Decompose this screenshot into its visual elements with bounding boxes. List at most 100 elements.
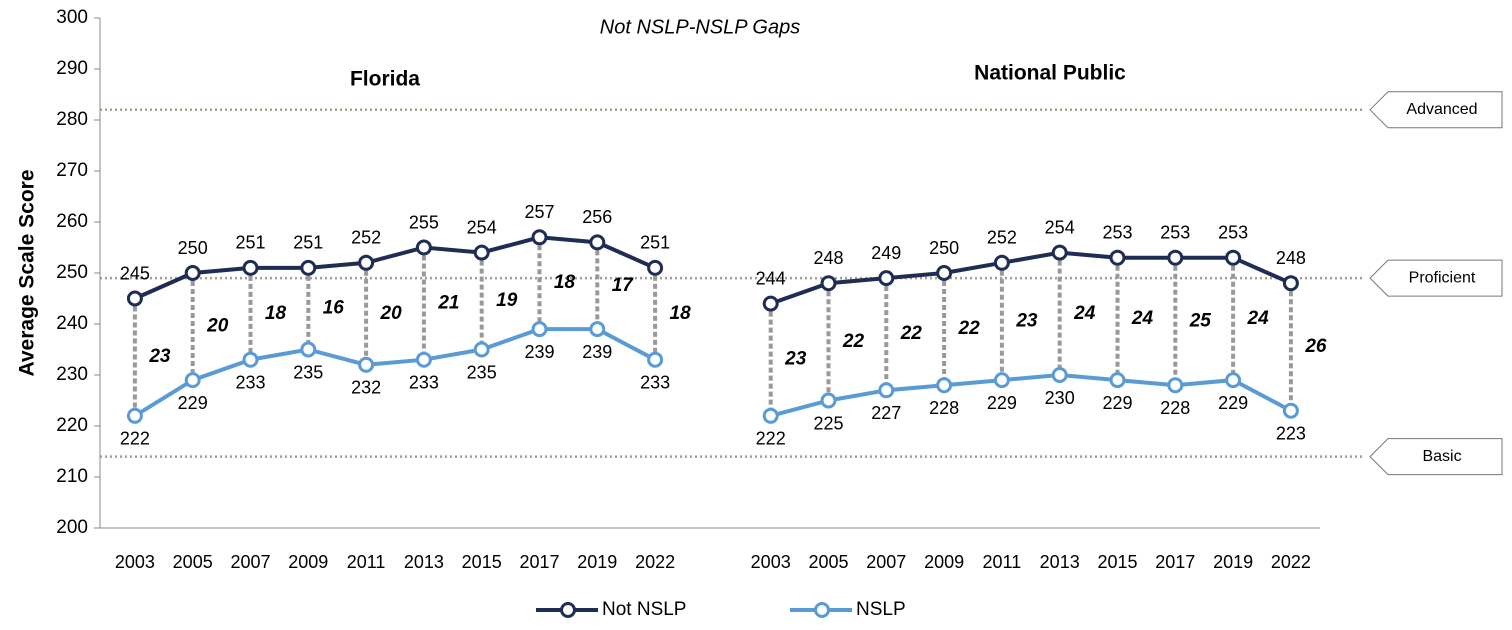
point bbox=[415, 351, 432, 368]
point bbox=[647, 259, 664, 276]
x-tick-label: 2003 bbox=[751, 552, 791, 572]
y-tick-label: 200 bbox=[56, 517, 88, 538]
data-label: 228 bbox=[1160, 398, 1190, 418]
point bbox=[936, 265, 953, 281]
point bbox=[415, 239, 432, 256]
data-label: 230 bbox=[1045, 388, 1075, 408]
panel-title: National Public bbox=[974, 62, 1126, 85]
point bbox=[473, 341, 490, 358]
gap-label: 25 bbox=[1189, 310, 1212, 331]
data-label: 229 bbox=[987, 393, 1017, 413]
legend-label: NSLP bbox=[856, 599, 906, 620]
data-label: 235 bbox=[293, 362, 323, 382]
y-tick-label: 210 bbox=[56, 466, 88, 487]
x-tick-label: 2011 bbox=[983, 552, 1022, 572]
point bbox=[242, 259, 259, 276]
x-tick-label: 2003 bbox=[115, 552, 155, 572]
data-label: 251 bbox=[640, 233, 670, 253]
x-tick-label: 2015 bbox=[462, 552, 502, 572]
point bbox=[1051, 367, 1068, 383]
point bbox=[1225, 372, 1242, 389]
y-tick-label: 220 bbox=[56, 415, 88, 436]
gap-label: 17 bbox=[612, 275, 635, 296]
point bbox=[878, 270, 895, 287]
data-label: 239 bbox=[524, 342, 554, 362]
gap-label: 18 bbox=[554, 272, 576, 293]
legend-marker bbox=[814, 602, 830, 618]
point bbox=[184, 372, 201, 389]
data-label: 233 bbox=[235, 372, 265, 392]
y-axis-label: Average Scale Score bbox=[16, 169, 39, 376]
data-label: 228 bbox=[929, 398, 959, 418]
point bbox=[358, 356, 375, 373]
data-label: 223 bbox=[1276, 423, 1306, 443]
point bbox=[126, 407, 143, 424]
legend-marker bbox=[560, 602, 576, 618]
panel-title: Florida bbox=[350, 68, 420, 91]
reference-label: Basic bbox=[1422, 448, 1461, 465]
data-label: 244 bbox=[756, 268, 786, 288]
gap-label: 22 bbox=[842, 331, 865, 352]
x-tick-label: 2007 bbox=[230, 552, 270, 572]
point bbox=[1051, 244, 1068, 261]
data-label: 250 bbox=[929, 238, 959, 258]
data-label: 239 bbox=[582, 342, 612, 362]
data-label: 249 bbox=[871, 243, 901, 263]
point bbox=[473, 244, 490, 261]
point bbox=[762, 407, 779, 424]
point bbox=[647, 351, 664, 368]
chart-subtitle: Not NSLP-NSLP Gaps bbox=[600, 16, 800, 38]
data-label: 250 bbox=[178, 238, 208, 258]
gap-label: 22 bbox=[958, 318, 981, 339]
y-tick-label: 280 bbox=[56, 109, 88, 130]
x-tick-label: 2019 bbox=[1213, 552, 1253, 572]
reference-tag bbox=[1369, 438, 1503, 476]
gap-label: 20 bbox=[206, 316, 229, 337]
data-label: 233 bbox=[409, 372, 439, 392]
point bbox=[820, 275, 837, 292]
data-label: 256 bbox=[582, 207, 612, 227]
point bbox=[1109, 372, 1126, 389]
gap-label: 24 bbox=[1131, 308, 1154, 329]
point bbox=[589, 234, 606, 251]
gap-label: 21 bbox=[437, 293, 459, 314]
point bbox=[589, 321, 606, 338]
point bbox=[820, 392, 837, 409]
point bbox=[126, 290, 143, 307]
gap-label: 19 bbox=[496, 290, 518, 311]
series-line bbox=[134, 235, 656, 301]
y-tick-label: 300 bbox=[56, 7, 88, 28]
data-label: 252 bbox=[351, 228, 381, 248]
point bbox=[936, 377, 953, 394]
gap-label: 24 bbox=[1073, 303, 1096, 324]
data-label: 251 bbox=[235, 233, 265, 253]
x-tick-label: 2015 bbox=[1097, 552, 1137, 572]
point bbox=[300, 341, 317, 358]
x-tick-label: 2017 bbox=[1155, 552, 1195, 572]
x-tick-label: 2005 bbox=[173, 552, 213, 572]
data-label: 229 bbox=[1102, 393, 1132, 413]
y-tick-label: 240 bbox=[56, 313, 88, 334]
gap-label: 22 bbox=[900, 323, 923, 344]
x-tick-label: 2022 bbox=[1271, 552, 1311, 572]
data-label: 229 bbox=[178, 393, 208, 413]
reference-tag bbox=[1369, 91, 1503, 129]
data-label: 235 bbox=[467, 362, 497, 382]
point bbox=[300, 259, 317, 276]
data-label: 257 bbox=[524, 202, 554, 222]
data-label: 248 bbox=[1276, 248, 1306, 268]
gap-label: 23 bbox=[1015, 310, 1038, 331]
x-tick-label: 2013 bbox=[1040, 552, 1080, 572]
gap-label: 23 bbox=[784, 349, 807, 370]
point bbox=[1282, 402, 1299, 419]
gap-label: 23 bbox=[148, 346, 171, 367]
y-tick-label: 270 bbox=[56, 160, 88, 181]
point bbox=[531, 229, 548, 246]
point bbox=[358, 254, 375, 271]
data-label: 254 bbox=[467, 217, 497, 237]
data-label: 253 bbox=[1102, 222, 1132, 242]
data-label: 222 bbox=[756, 429, 786, 449]
reference-tag bbox=[1369, 259, 1503, 297]
data-label: 248 bbox=[813, 248, 843, 268]
